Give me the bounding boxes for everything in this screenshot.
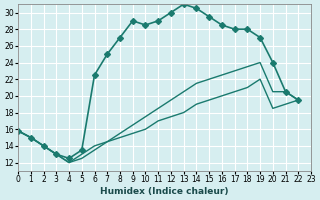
X-axis label: Humidex (Indice chaleur): Humidex (Indice chaleur) xyxy=(100,187,229,196)
